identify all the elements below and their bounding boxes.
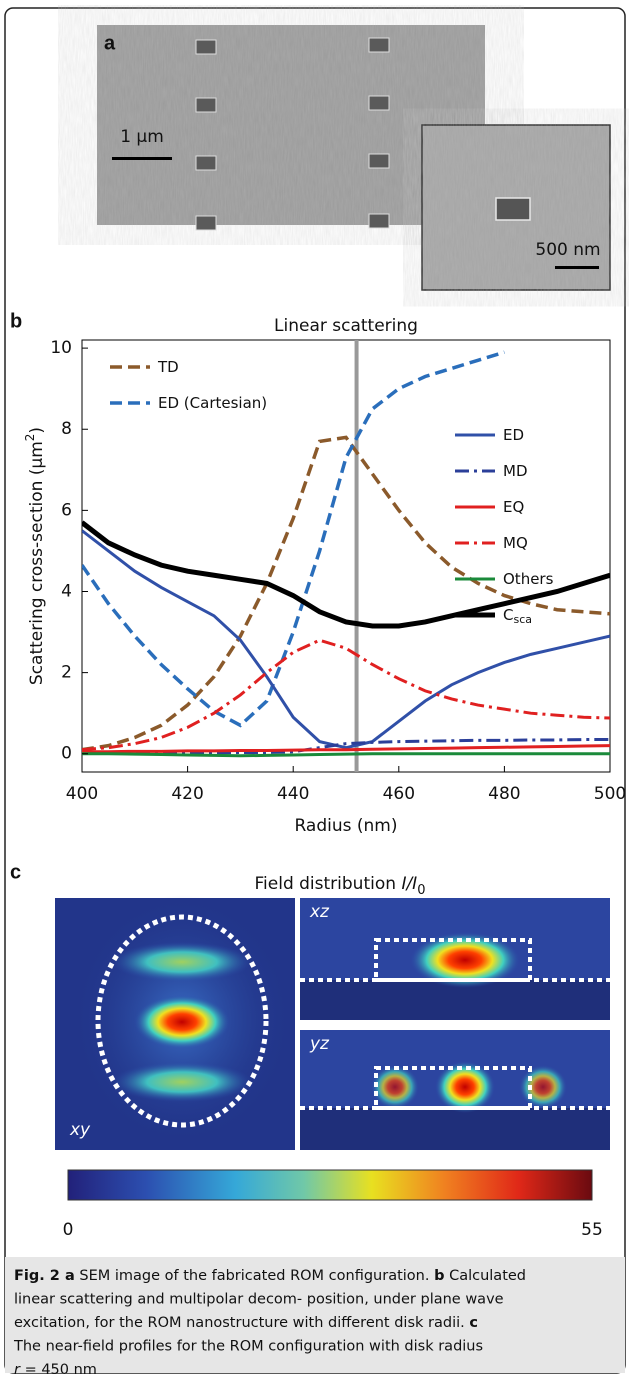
x-tick-label: 480 [488,784,520,804]
x-tick-label: 420 [171,784,203,804]
colorbar-axis: 0 55 [63,1220,603,1240]
map-label: xz [309,902,330,922]
series-line [82,754,610,756]
x-tick-label: 440 [277,784,309,804]
series-line [82,640,610,750]
y-tick-label: 4 [61,581,72,601]
caption-line: Fig. 2 a SEM image of the fabricated ROM… [14,1268,526,1284]
field-title: Field distribution I/I0 [255,874,426,898]
caption-line: linear scattering and multipolar decom- … [14,1292,504,1308]
caption-line: The near-field profiles for the ROM conf… [13,1339,483,1355]
y-tick-label: 10 [50,338,72,358]
y-tick-label: 0 [61,744,72,764]
sem-image [97,25,610,290]
caption-line: r = 450 nm [14,1362,97,1378]
x-axis-label: Radius (nm) [294,816,397,836]
y-tick-label: 6 [61,500,72,520]
x-tick-label: 460 [383,784,415,804]
legend-label: MQ [503,534,528,552]
chart-title: Linear scattering [274,316,418,336]
legend-label: EQ [503,498,524,516]
scale-label: 500 nm [535,240,600,260]
y-tick-label: 2 [61,663,72,683]
colorbar-label: 0 [63,1220,74,1240]
x-tick-label: 400 [66,784,98,804]
y-tick-label: 8 [61,419,72,439]
field-map-yz [300,1030,610,1150]
legend-label: ED [503,426,524,444]
field-map-xz [300,898,610,1020]
series-line [82,437,610,749]
legend-label: Others [503,570,554,588]
legend-label: TD [157,358,179,376]
panel-label: c [10,861,21,883]
legend-label: Csca [503,606,532,627]
panel-label: a [104,32,116,54]
x-tick-label: 500 [594,784,626,804]
legend-label: ED (Cartesian) [158,394,267,412]
series-line [82,352,504,725]
legend-label: MD [503,462,528,480]
scale-label: 1 μm [120,127,164,147]
y-axis-label: Scattering cross-section (μm2) [23,427,48,685]
page: a 1 μm 500 nm b Linear scattering Radius… [0,0,630,1383]
map-label: xy [69,1120,91,1140]
colorbar-label: 55 [581,1220,603,1240]
caption-line: excitation, for the ROM nanostructure wi… [14,1315,478,1331]
panel-label: b [10,310,22,332]
field-map-xy [55,895,295,1150]
colorbar [68,1170,592,1200]
map-label: yz [309,1034,330,1054]
